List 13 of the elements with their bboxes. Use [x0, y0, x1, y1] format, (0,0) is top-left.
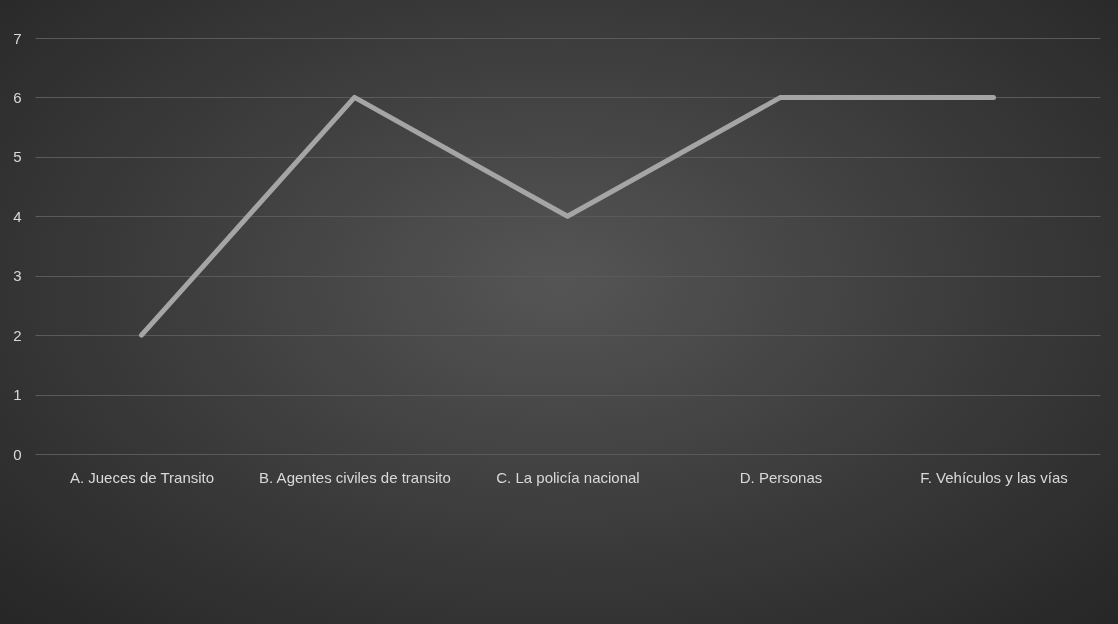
- y-tick-label: 7: [13, 29, 22, 47]
- y-tick-label: 6: [13, 88, 22, 106]
- x-tick-label: B. Agentes civiles de transito: [259, 468, 451, 486]
- x-tick-label: D. Personas: [739, 468, 823, 486]
- x-tick-label: F. Vehículos y las vías: [920, 468, 1068, 486]
- y-tick-label: 1: [13, 386, 22, 404]
- y-tick-label: 2: [13, 326, 22, 344]
- y-tick-label: 4: [13, 207, 22, 225]
- x-tick-label: A. Jueces de Transito: [69, 468, 215, 486]
- x-tick-label: C. La policía nacional: [496, 468, 640, 486]
- y-tick-label: 3: [13, 267, 22, 285]
- y-tick-label: 5: [13, 148, 22, 166]
- y-tick-label: 0: [13, 445, 22, 463]
